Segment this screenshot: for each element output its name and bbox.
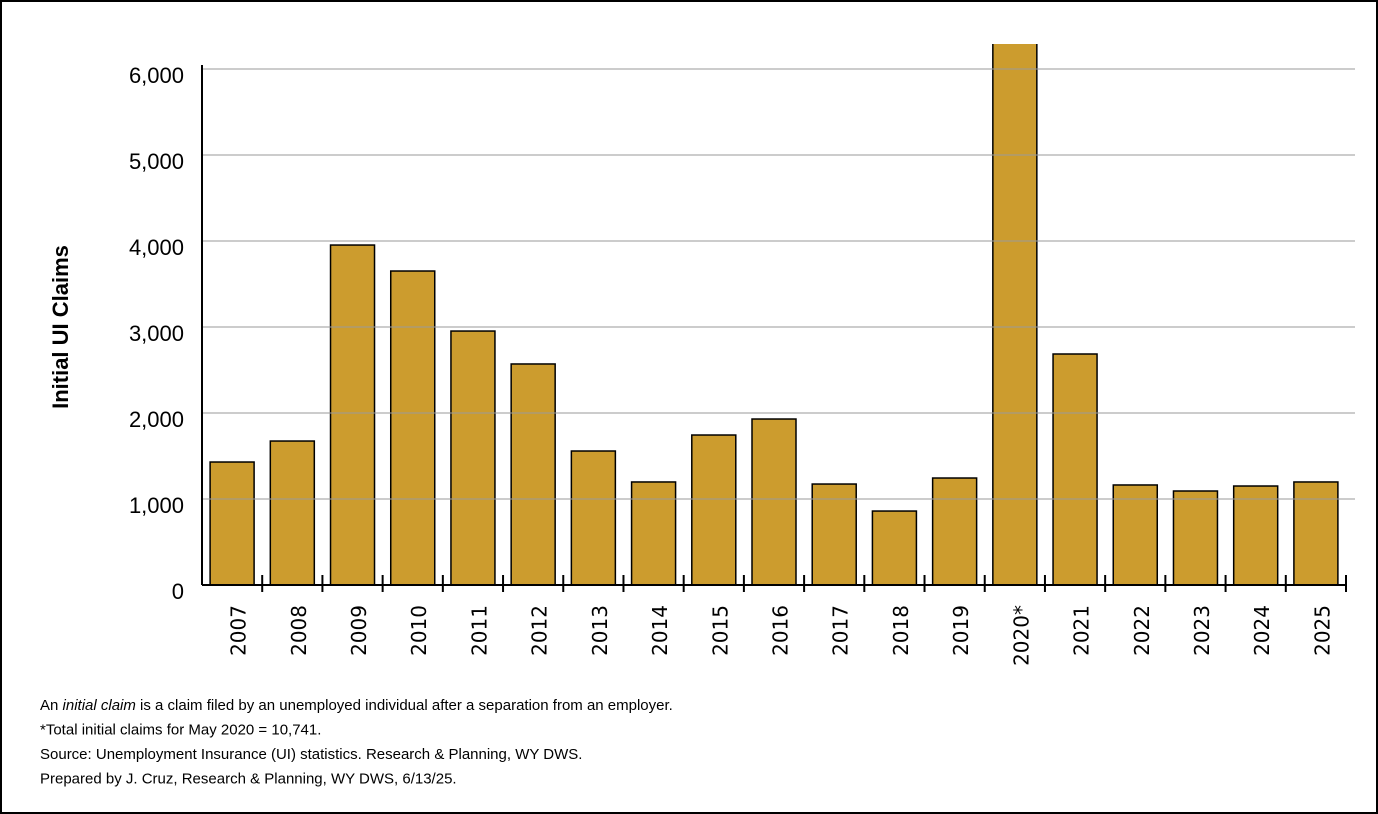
x-tick-label: 2019 [949, 605, 973, 656]
note: *Total initial claims for May 2020 = 10,… [40, 721, 321, 738]
note-part: is a claim filed by an unemployed indivi… [136, 697, 673, 714]
y-tick-label: 3,000 [129, 321, 184, 346]
x-tick-label: 2009 [347, 605, 371, 656]
bar [1232, 485, 1279, 586]
notes: An initial claim is a claim filed by an … [40, 697, 673, 788]
x-tick-label: 2020* [1009, 605, 1033, 666]
x-tick-label: 2021 [1070, 605, 1094, 656]
bar [510, 363, 556, 586]
bar [691, 434, 737, 586]
x-tick-label: 2007 [227, 605, 251, 656]
x-tick-label: 2022 [1130, 605, 1154, 656]
bar [871, 510, 918, 586]
x-tick-label: 2018 [889, 605, 913, 656]
x-tick-label: 2011 [467, 605, 491, 656]
x-tick-label: 2008 [287, 605, 311, 656]
bar [269, 440, 316, 586]
bar [329, 244, 376, 586]
y-tick-label: 6,000 [129, 63, 184, 88]
bar [630, 481, 677, 586]
y-tick-label: 0 [172, 579, 184, 604]
x-tick-label: 2024 [1250, 605, 1274, 656]
bar [1293, 481, 1339, 586]
x-tick-label: 2016 [769, 605, 793, 656]
y-tick-label: 1,000 [129, 493, 184, 518]
bar [992, 44, 1038, 586]
bar [389, 270, 436, 586]
x-tick-label: 2023 [1190, 605, 1214, 656]
note-part: initial claim [63, 697, 136, 714]
note: An initial claim is a claim filed by an … [40, 697, 673, 714]
x-tick-label: 2010 [407, 605, 431, 656]
y-tick-label: 5,000 [129, 149, 184, 174]
x-tick-label: 2017 [829, 605, 853, 656]
note: Prepared by J. Cruz, Research & Planning… [40, 770, 457, 787]
bar [1052, 353, 1098, 586]
bar [751, 418, 797, 586]
y-tick-label: 4,000 [129, 235, 184, 260]
x-tick-label: 2025 [1310, 605, 1334, 656]
bar [1112, 484, 1159, 586]
bar [209, 461, 255, 586]
bar [1172, 490, 1219, 586]
x-tick-label: 2014 [648, 605, 672, 656]
x-tick-label: 2013 [588, 605, 612, 656]
x-tick-label: 2012 [528, 605, 552, 656]
bar [931, 477, 978, 586]
plot [209, 44, 1339, 586]
x-tick-label: 2015 [708, 605, 732, 656]
note: Source: Unemployment Insurance (UI) stat… [40, 746, 582, 763]
bar [450, 330, 496, 586]
y-axis-label: Initial UI Claims [48, 245, 73, 409]
note-part: An [40, 697, 63, 714]
y-tick-label: 2,000 [129, 407, 184, 432]
bar [811, 483, 857, 586]
bar [570, 450, 617, 586]
